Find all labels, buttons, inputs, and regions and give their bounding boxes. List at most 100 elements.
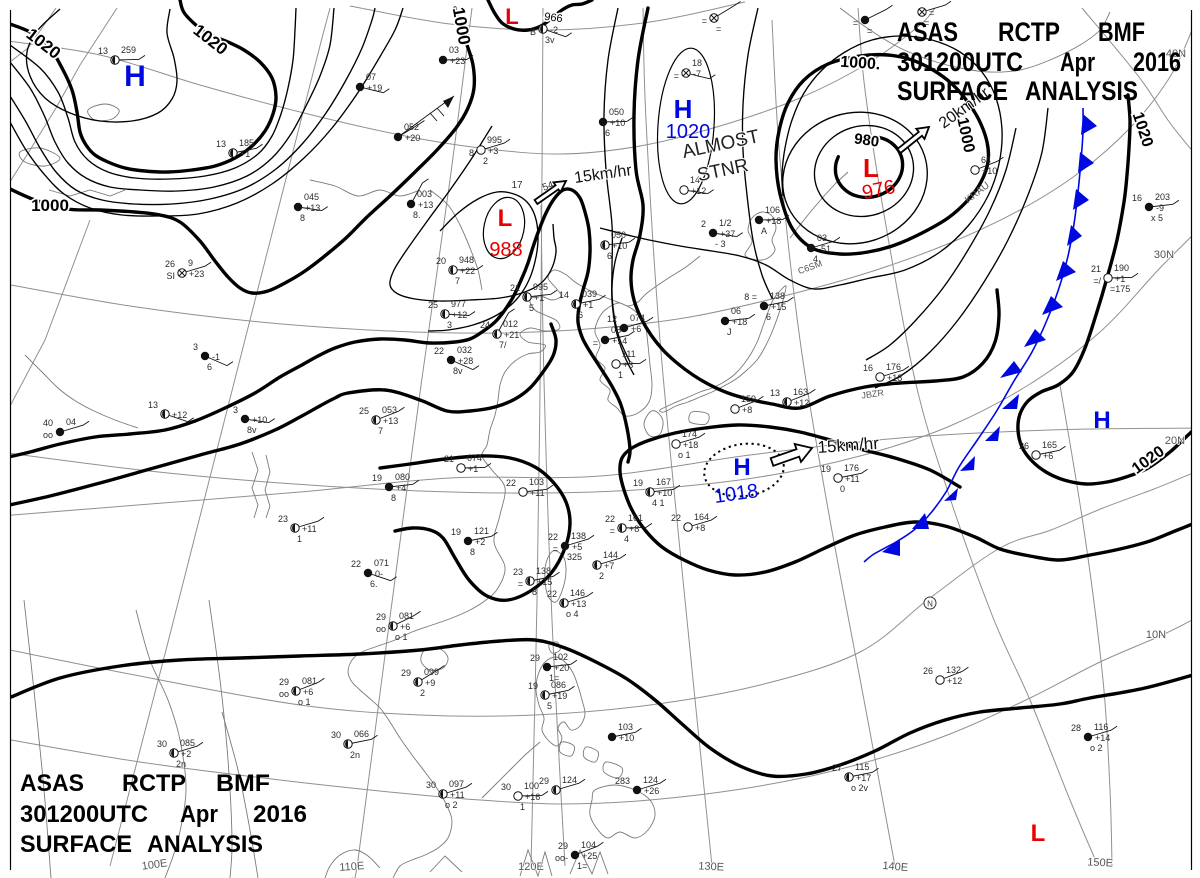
svg-text:+1: +1: [468, 464, 478, 474]
svg-text:124: 124: [562, 775, 577, 785]
svg-text:5: 5: [547, 701, 552, 711]
svg-text:26: 26: [1019, 441, 1029, 451]
svg-text:+1: +1: [583, 300, 593, 310]
svg-text:L: L: [505, 4, 518, 29]
svg-text:+26: +26: [644, 786, 659, 796]
svg-text:=: =: [593, 338, 598, 348]
svg-text:050: 050: [611, 230, 626, 240]
svg-text:o 2v: o 2v: [851, 783, 869, 793]
svg-text:+16: +16: [525, 792, 540, 802]
svg-text:Apr: Apr: [1060, 47, 1095, 77]
svg-text:045: 045: [304, 192, 319, 202]
svg-text:+20: +20: [554, 663, 569, 673]
svg-text:140E: 140E: [882, 860, 909, 874]
svg-text:185: 185: [239, 138, 254, 148]
svg-text:+6: +6: [631, 324, 641, 334]
svg-text:+1: +1: [1115, 274, 1125, 284]
svg-text:097: 097: [449, 779, 464, 789]
svg-text:13: 13: [770, 388, 780, 398]
svg-text:24: 24: [480, 320, 490, 330]
svg-text:+11: +11: [302, 524, 317, 534]
svg-text:=: =: [518, 579, 523, 589]
svg-text:081: 081: [302, 676, 317, 686]
svg-text:+19: +19: [367, 83, 382, 93]
svg-text:L: L: [498, 205, 513, 232]
svg-text:+1: +1: [534, 293, 544, 303]
svg-text:+13: +13: [571, 599, 586, 609]
svg-text:110E: 110E: [339, 860, 365, 874]
svg-text:+3: +3: [488, 146, 498, 156]
svg-text:26: 26: [923, 666, 933, 676]
svg-text:30: 30: [501, 782, 511, 792]
svg-text:977: 977: [451, 299, 466, 309]
svg-text:980: 980: [853, 130, 880, 150]
svg-text:130E: 130E: [698, 860, 724, 873]
svg-text:120E: 120E: [518, 861, 544, 873]
svg-text:1=: 1=: [577, 861, 587, 871]
svg-text:116: 116: [1094, 722, 1108, 732]
svg-text:25: 25: [428, 300, 438, 310]
svg-text:8 =: 8 =: [744, 292, 757, 302]
svg-text:+25: +25: [582, 851, 597, 861]
svg-text:032: 032: [457, 345, 472, 355]
svg-text:H: H: [674, 94, 693, 124]
svg-text:+21: +21: [504, 330, 519, 340]
svg-text:7: 7: [378, 426, 383, 436]
svg-text:22: 22: [506, 478, 516, 488]
svg-text:+1: +1: [240, 149, 250, 159]
svg-text:A: A: [761, 226, 767, 236]
svg-text:+10: +10: [657, 488, 672, 498]
svg-text:-2: -2: [550, 25, 558, 35]
svg-text:13: 13: [98, 46, 108, 56]
svg-text:22: 22: [434, 346, 444, 356]
svg-text:4: 4: [813, 254, 818, 264]
svg-text:259: 259: [121, 45, 136, 55]
svg-text:J: J: [727, 327, 732, 337]
svg-text:08: 08: [611, 325, 621, 335]
svg-text:19: 19: [633, 478, 643, 488]
svg-text:o 1: o 1: [298, 697, 311, 707]
svg-text:19: 19: [451, 527, 461, 537]
svg-text:1000.: 1000.: [840, 54, 881, 74]
svg-text:003: 003: [417, 189, 432, 199]
svg-text:071: 071: [374, 558, 389, 568]
svg-text:8: 8: [300, 213, 305, 223]
svg-text:132: 132: [946, 665, 961, 675]
svg-text:30: 30: [331, 730, 341, 740]
svg-text:6: 6: [607, 251, 612, 261]
svg-text:085: 085: [180, 738, 195, 748]
svg-text:988: 988: [489, 239, 522, 261]
svg-text:RCTP: RCTP: [122, 770, 186, 797]
svg-text:29: 29: [539, 776, 549, 786]
svg-text:081: 081: [399, 611, 414, 621]
svg-text:5: 5: [529, 303, 534, 313]
svg-text:25: 25: [359, 406, 369, 416]
svg-text:+13: +13: [418, 200, 433, 210]
svg-text:=: =: [929, 8, 934, 18]
svg-text:ASAS: ASAS: [897, 17, 958, 47]
svg-text:+11: +11: [530, 488, 545, 498]
svg-text:-9: -9: [1156, 203, 1164, 213]
svg-text:RCTP: RCTP: [998, 17, 1060, 47]
svg-text:54: 54: [541, 179, 556, 193]
svg-text:074: 074: [630, 313, 645, 323]
svg-text:22: 22: [548, 532, 558, 542]
svg-text:111: 111: [622, 349, 636, 359]
svg-text:7/: 7/: [499, 340, 507, 350]
svg-text:=175: =175: [1110, 284, 1130, 294]
svg-text:138: 138: [770, 291, 785, 301]
svg-text:066: 066: [354, 729, 369, 739]
svg-text:164: 164: [694, 512, 709, 522]
svg-text:+15: +15: [771, 302, 786, 312]
svg-text:174: 174: [682, 429, 697, 439]
svg-text:H: H: [733, 454, 750, 481]
svg-text:+11: +11: [845, 474, 860, 484]
svg-text:03: 03: [449, 45, 459, 55]
svg-text:ANALYSIS: ANALYSIS: [1025, 76, 1138, 106]
svg-text:o 1: o 1: [678, 450, 691, 460]
svg-text:=: =: [674, 71, 679, 81]
svg-text:-7: -7: [693, 69, 701, 79]
svg-text:ANALYSIS: ANALYSIS: [147, 831, 263, 858]
svg-text:+12: +12: [172, 410, 187, 420]
svg-text:6: 6: [766, 312, 771, 322]
